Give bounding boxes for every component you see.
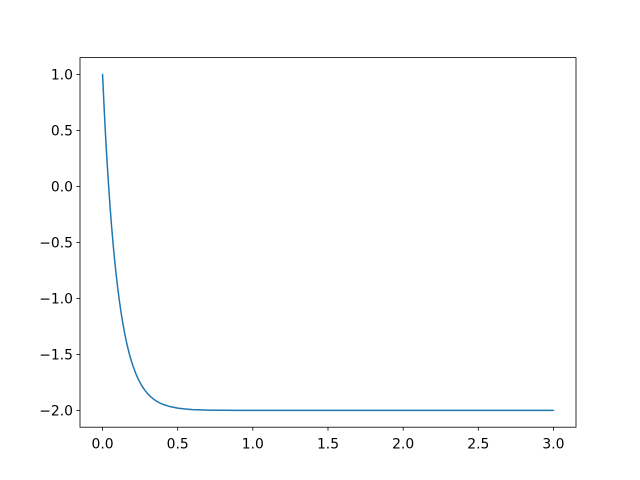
y-axis-tick-label: −1.5 [39,347,73,363]
x-axis-tick-label: 1.0 [242,437,264,453]
x-axis-tick-label: 0.0 [91,437,113,453]
data-line-series [101,73,555,412]
y-axis-tick-label: 0.5 [51,123,73,139]
y-axis-tick-label: −0.5 [39,235,73,251]
y-axis-tick-label: −1.0 [39,291,73,307]
plot-area-background [80,57,576,428]
y-axis-tick-label: −2.0 [39,403,73,419]
axes-spines [79,57,577,428]
x-axis-tick-label: 0.5 [167,437,189,453]
y-axis-tick-label: 0.0 [51,179,73,195]
x-axis-tick-label: 1.5 [317,437,339,453]
x-axis-tick-label: 3.0 [542,437,564,453]
y-axis-tick-label: 1.0 [51,67,73,83]
x-axis-tick-label: 2.5 [467,437,489,453]
x-axis-tick-label: 2.0 [392,437,414,453]
